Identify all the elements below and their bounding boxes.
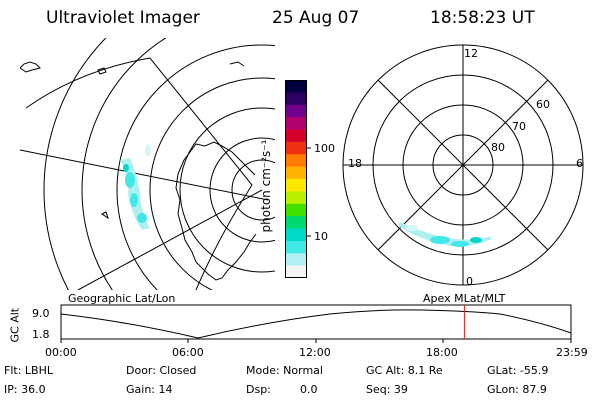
timeline-tick-1200: 12:00 [299,346,331,359]
colorbar-band [285,166,307,180]
timeline-frame [60,304,572,340]
colorbar [285,80,307,278]
colorbar-band [285,253,307,267]
polar-label-lat-70: 70 [512,120,526,133]
polar-label-lat-80: 80 [491,141,505,154]
polar-label-0: 0 [466,275,473,288]
island [97,67,107,75]
gain-info: Gain: 14 [126,383,173,396]
timeline-tick-0600: 06:00 [172,346,204,359]
coastline [175,141,257,281]
timeline-left-title: Geographic Lat/Lon [68,292,176,305]
colorbar-band [285,179,307,192]
polar-label-18: 18 [348,157,362,170]
timeline-tick-0000: 00:00 [45,346,77,359]
gc-alt-info: GC Alt: 8.1 Re [366,364,443,377]
ip-info: IP: 36.0 [4,383,46,396]
date-label: 25 Aug 07 [272,8,360,28]
seq-info: Seq: 39 [366,383,408,396]
colorbar-band [285,216,307,230]
time-label: 18:58:23 UT [430,8,535,28]
colorbar-band [285,80,307,93]
instrument-title: Ultraviolet Imager [46,8,200,28]
glat-info: GLat: -55.9 [487,364,549,377]
mode-info: Mode: Normal [246,364,323,377]
colorbar-band [285,265,307,278]
door-info: Door: Closed [126,364,197,377]
polar-label-6: 6 [576,157,583,170]
dsp-value: 0.0 [300,383,318,396]
timeline-tick-2359: 23:59 [556,346,588,359]
island [20,61,41,73]
glon-info: GLon: 87.9 [487,383,547,396]
polar-diagonal [377,79,549,251]
timeline-y-top: 9.0 [32,307,50,320]
colorbar-gradient [285,80,307,278]
colorbar-frame [285,80,307,278]
latitude-circles [43,38,275,290]
dsp-label: Dsp: [246,383,271,396]
colorbar-band [285,203,307,217]
colorbar-band [285,92,307,106]
colorbar-band [285,141,307,155]
colorbar-band [285,191,307,205]
colorbar-tick-100: 100 [314,142,335,155]
timeline-right-title: Apex MLat/MLT [423,292,506,305]
colorbar-band [285,129,307,143]
colorbar-band [285,154,307,168]
aurora-emission-polar [398,222,492,247]
altitude-curve [60,309,572,339]
island [101,211,109,220]
filter-info: Flt: LBHL [4,364,53,377]
timeline-ticks [60,339,572,343]
island [229,61,245,67]
longitude-lines [20,149,269,290]
colorbar-tick-10: 10 [314,230,328,243]
timeline-y-bottom: 1.8 [32,328,50,341]
polar-label-12: 12 [464,47,478,60]
aurora-emission-map [120,144,151,230]
colorbar-band [285,117,307,131]
polar-label-lat-60: 60 [536,98,550,111]
colorbar-band [285,240,307,254]
colorbar-band [285,228,307,242]
colorbar-band [285,104,307,118]
timeline-tick-1800: 18:00 [426,346,458,359]
